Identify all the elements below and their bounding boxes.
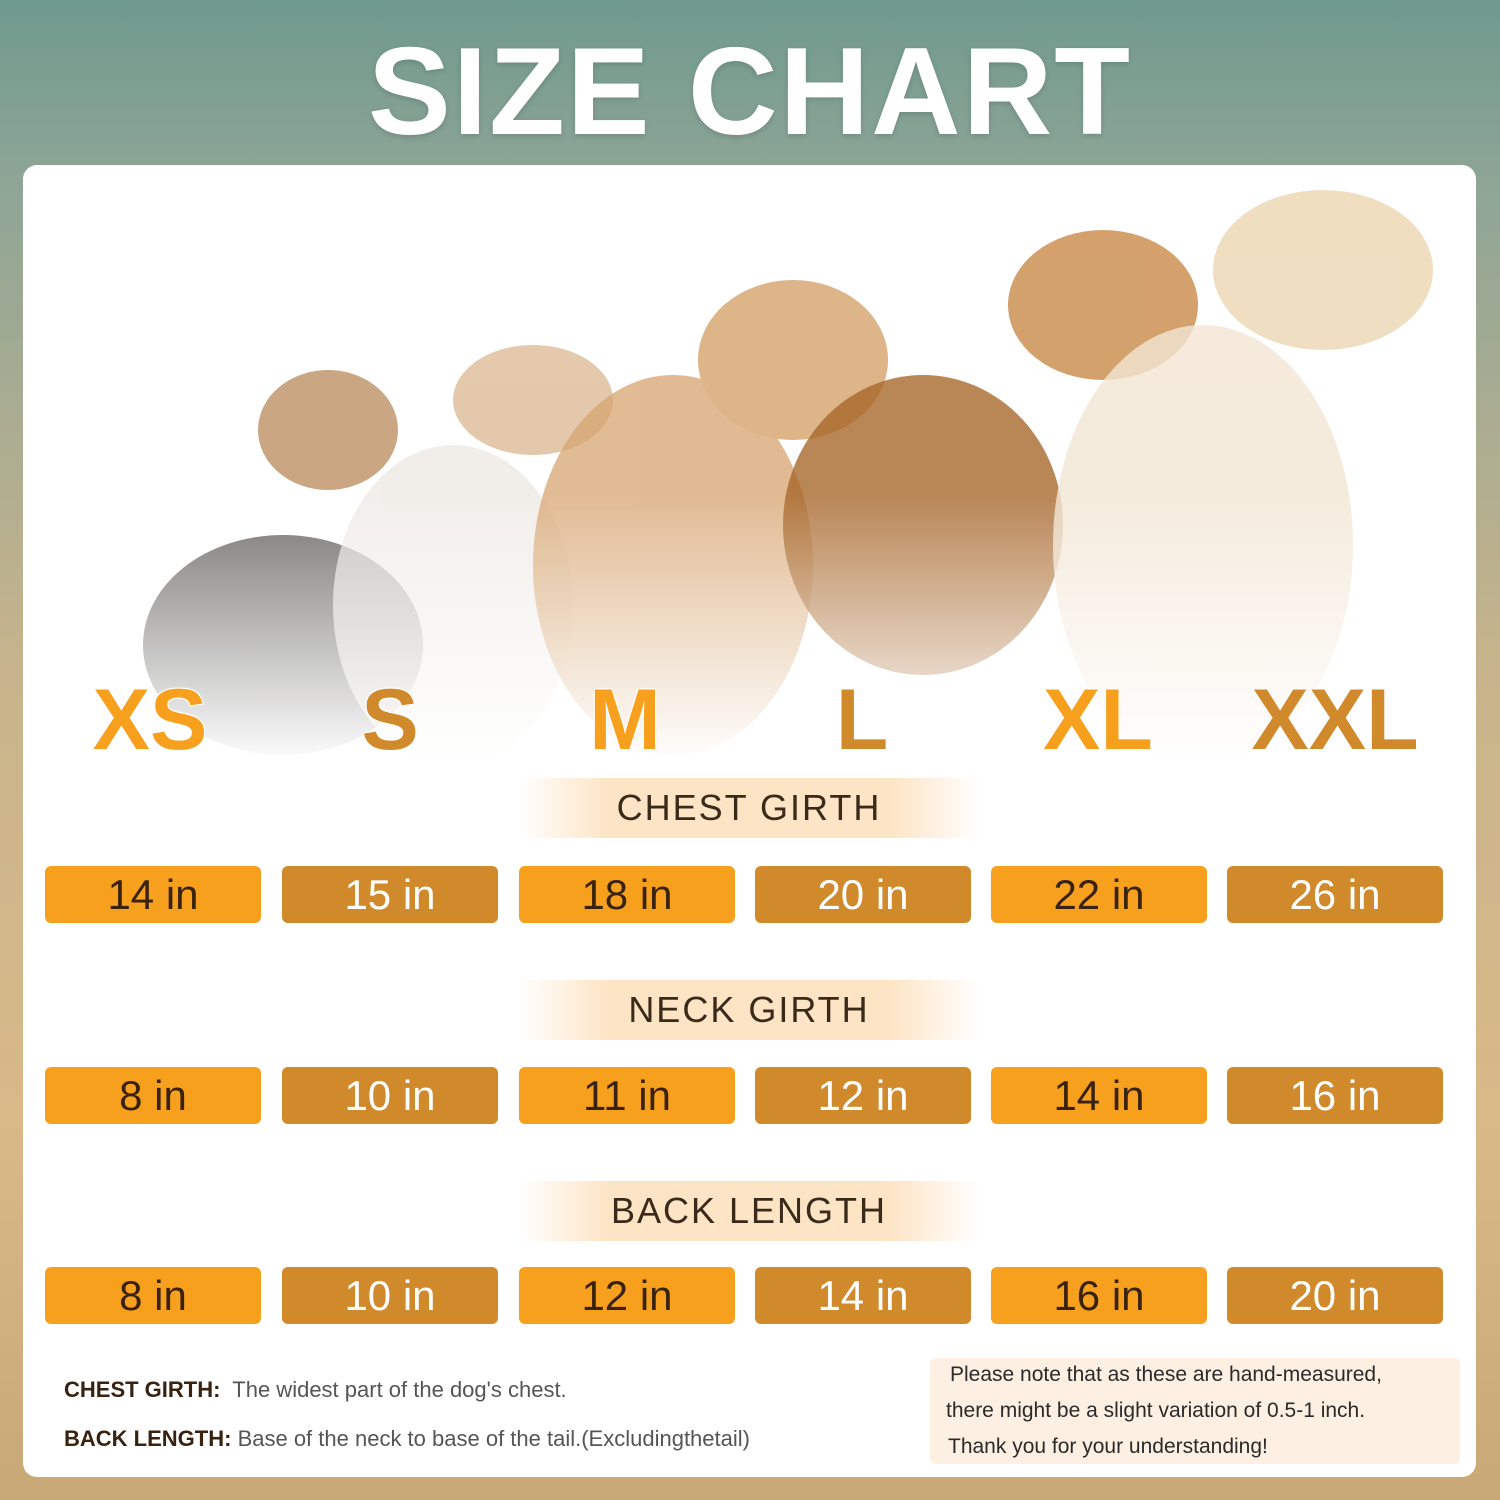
- back-value-s: 10 in: [282, 1267, 498, 1324]
- chest-value-xl: 22 in: [991, 866, 1207, 923]
- note-line: Please note that as these are hand-measu…: [950, 1363, 1382, 1386]
- chest-value-xs: 14 in: [45, 866, 261, 923]
- definition-term: CHEST GIRTH:: [64, 1377, 221, 1402]
- page-title: SIZE CHART: [368, 23, 1132, 161]
- note-line: Thank you for your understanding!: [948, 1435, 1268, 1458]
- note-line: there might be a slight variation of 0.5…: [946, 1399, 1366, 1422]
- neck-value-xs: 8 in: [45, 1067, 261, 1124]
- dogs-photo: [23, 190, 1476, 765]
- neck-value-xl: 14 in: [991, 1067, 1207, 1124]
- back-value-m: 12 in: [519, 1267, 735, 1324]
- back-value-xs: 8 in: [45, 1267, 261, 1324]
- size-label-s: S: [360, 671, 419, 769]
- chest-value-m: 18 in: [519, 866, 735, 923]
- neck-girth-header: NECK GIRTH: [518, 980, 980, 1040]
- neck-value-s: 10 in: [282, 1067, 498, 1124]
- neck-value-xxl: 16 in: [1227, 1067, 1443, 1124]
- back-value-xl: 16 in: [991, 1267, 1207, 1324]
- back-length-definition: BACK LENGTH: Base of the neck to base of…: [64, 1425, 914, 1453]
- size-label-xs: XS: [92, 671, 209, 769]
- chest-value-l: 20 in: [755, 866, 971, 923]
- chest-value-s: 15 in: [282, 866, 498, 923]
- chest-value-xxl: 26 in: [1227, 866, 1443, 923]
- back-value-l: 14 in: [755, 1267, 971, 1324]
- size-label-l: L: [835, 671, 890, 769]
- neck-value-m: 11 in: [519, 1067, 735, 1124]
- chest-girth-definition: CHEST GIRTH: The widest part of the dog'…: [64, 1376, 914, 1404]
- neck-value-l: 12 in: [755, 1067, 971, 1124]
- size-chart-card: XS S M L XL XXL CHEST GIRTH 14 in 15 in …: [23, 165, 1476, 1477]
- size-label-m: M: [588, 671, 662, 769]
- back-length-header: BACK LENGTH: [518, 1181, 980, 1241]
- chest-girth-header: CHEST GIRTH: [518, 778, 980, 838]
- measurement-note: Please note that as these are hand-measu…: [930, 1358, 1460, 1464]
- size-label-xl: XL: [1042, 671, 1154, 769]
- definition-text: The widest part of the dog's chest.: [232, 1377, 567, 1402]
- back-value-xxl: 20 in: [1227, 1267, 1443, 1324]
- size-label-xxl: XXL: [1250, 671, 1419, 769]
- definition-text: Base of the neck to base of the tail.(Ex…: [237, 1426, 750, 1451]
- definition-term: BACK LENGTH:: [64, 1426, 232, 1451]
